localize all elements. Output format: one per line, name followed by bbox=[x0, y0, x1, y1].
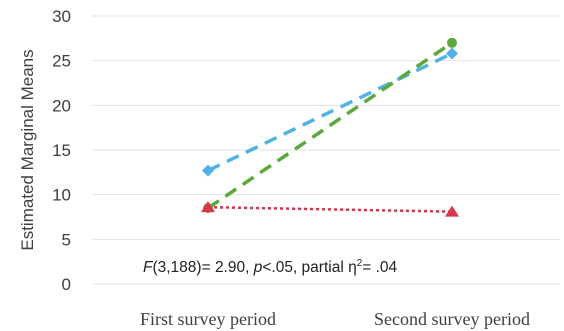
data-point-series-1-2 bbox=[446, 47, 458, 60]
series-line-1 bbox=[207, 51, 453, 173]
series-markers bbox=[201, 37, 459, 217]
data-point-series-2-2 bbox=[447, 37, 457, 48]
x-category-label: First survey period bbox=[140, 309, 276, 329]
y-tick-label: 25 bbox=[52, 52, 71, 71]
y-tick-label: 5 bbox=[62, 230, 71, 249]
y-tick-label: 20 bbox=[52, 96, 71, 115]
y-tick-label: 10 bbox=[52, 186, 71, 205]
y-axis-ticks: 0 5 10 15 20 25 30 bbox=[52, 7, 71, 294]
annotation-f-rest: (3,188)= 2.90, bbox=[152, 259, 253, 276]
x-category-label: Second survey period bbox=[374, 309, 530, 329]
gridlines bbox=[92, 15, 560, 285]
series-line-3 bbox=[207, 205, 453, 213]
annotation-p: p bbox=[253, 259, 263, 276]
y-axis-title: Estimated Marginal Means bbox=[18, 49, 37, 250]
data-point-series-3-2 bbox=[445, 205, 459, 217]
annotation-f: F bbox=[143, 259, 154, 276]
statistics-annotation: F(3,188)= 2.90, p<.05, partial η2= .04 bbox=[143, 258, 398, 276]
annotation-p-rest: <.05, partial η bbox=[262, 259, 356, 276]
y-tick-label: 0 bbox=[62, 275, 71, 294]
annotation-superscript: 2 bbox=[357, 258, 363, 269]
y-tick-label: 15 bbox=[52, 141, 71, 160]
series-lines bbox=[207, 41, 453, 213]
y-tick-label: 30 bbox=[52, 7, 71, 26]
data-point-series-1-1 bbox=[202, 164, 214, 177]
series-line-2 bbox=[207, 41, 453, 210]
x-axis-categories: First survey period Second survey period bbox=[140, 309, 530, 329]
annotation-tail: = .04 bbox=[362, 259, 397, 276]
data-point-series-3-1 bbox=[201, 201, 215, 213]
